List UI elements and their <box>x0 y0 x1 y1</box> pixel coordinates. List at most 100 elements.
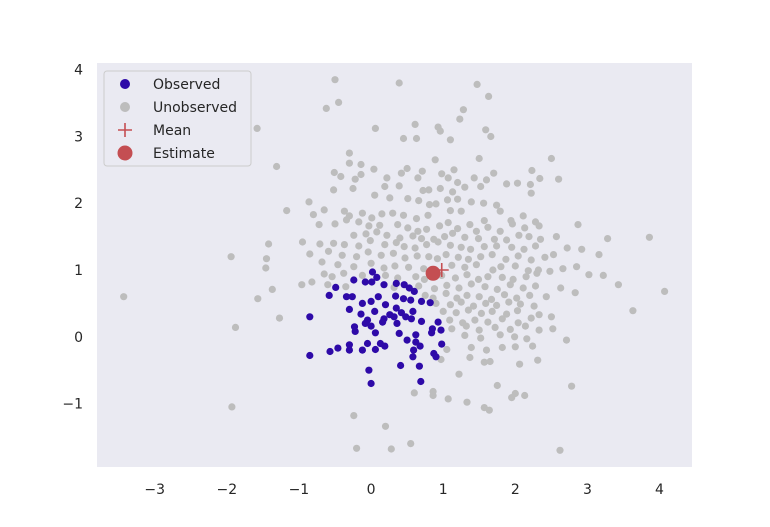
unobserved-point <box>420 275 428 283</box>
unobserved-point <box>410 389 418 397</box>
unobserved-point <box>604 235 612 243</box>
unobserved-point <box>401 254 409 262</box>
unobserved-point <box>324 247 333 255</box>
unobserved-point <box>420 265 428 273</box>
unobserved-point <box>529 342 537 350</box>
unobserved-point <box>417 235 426 243</box>
unobserved-point <box>484 223 492 231</box>
unobserved-point <box>404 195 412 203</box>
unobserved-point <box>523 335 531 343</box>
unobserved-point <box>454 225 462 233</box>
x-tick-label: −3 <box>144 482 165 498</box>
unobserved-point <box>432 299 440 307</box>
unobserved-point <box>455 370 463 378</box>
unobserved-point <box>350 263 358 271</box>
unobserved-point <box>381 422 390 430</box>
unobserved-point <box>265 240 273 248</box>
observed-point <box>409 353 417 361</box>
observed-point <box>412 331 420 339</box>
unobserved-point <box>475 154 483 163</box>
observed-point <box>325 291 333 299</box>
observed-point <box>368 268 377 276</box>
unobserved-point <box>370 165 378 173</box>
unobserved-point <box>477 309 485 317</box>
unobserved-point <box>443 196 452 204</box>
unobserved-point <box>519 212 527 220</box>
unobserved-point <box>450 166 458 174</box>
unobserved-point <box>436 127 444 135</box>
unobserved-point <box>446 301 454 309</box>
unobserved-point <box>275 314 284 322</box>
observed-point <box>332 283 340 291</box>
unobserved-point <box>493 201 501 209</box>
unobserved-point <box>423 225 431 233</box>
observed-point <box>371 307 379 315</box>
unobserved-point <box>464 306 472 314</box>
unobserved-point <box>493 381 501 390</box>
observed-point <box>399 295 408 303</box>
unobserved-point <box>389 209 397 217</box>
observed-point <box>350 276 358 284</box>
unobserved-point <box>355 242 363 250</box>
unobserved-point <box>443 345 451 354</box>
unobserved-point <box>496 207 504 215</box>
unobserved-point <box>457 298 465 306</box>
observed-point <box>402 313 410 321</box>
unobserved-point <box>535 311 543 319</box>
unobserved-point <box>376 221 384 229</box>
unobserved-point <box>506 325 514 333</box>
unobserved-point <box>430 285 439 293</box>
unobserved-point <box>661 287 669 295</box>
y-tick-label: 4 <box>74 63 83 79</box>
unobserved-point <box>444 219 452 227</box>
unobserved-point <box>340 269 348 277</box>
unobserved-point <box>345 159 353 167</box>
legend-mean-marker <box>118 123 132 137</box>
unobserved-point <box>366 237 374 245</box>
unobserved-point <box>441 233 449 241</box>
unobserved-point <box>351 175 359 183</box>
unobserved-point <box>462 322 470 330</box>
unobserved-point <box>306 250 314 258</box>
unobserved-point <box>645 233 654 241</box>
unobserved-point <box>516 360 524 368</box>
unobserved-point <box>381 241 389 249</box>
unobserved-point <box>434 238 442 246</box>
observed-point <box>358 346 366 354</box>
unobserved-point <box>509 275 517 283</box>
observed-point <box>392 279 400 287</box>
unobserved-point <box>403 164 411 173</box>
unobserved-point <box>423 241 431 249</box>
observed-point <box>407 296 415 304</box>
unobserved-point <box>330 239 338 247</box>
unobserved-point <box>490 169 498 177</box>
unobserved-point <box>521 322 530 330</box>
observed-point <box>410 287 418 295</box>
unobserved-point <box>559 265 567 273</box>
unobserved-point <box>467 245 475 253</box>
y-tick-label: −1 <box>62 397 83 413</box>
unobserved-point <box>383 231 391 239</box>
observed-point <box>390 313 398 321</box>
unobserved-point <box>400 243 408 251</box>
unobserved-point <box>473 80 481 88</box>
observed-point <box>417 317 426 325</box>
unobserved-point <box>502 255 510 263</box>
legend-estimate-marker <box>117 145 133 161</box>
unobserved-point <box>573 263 581 271</box>
unobserved-point <box>438 170 446 178</box>
unobserved-point <box>475 326 483 334</box>
unobserved-point <box>489 266 497 274</box>
legend-estimate-label: Estimate <box>153 146 215 162</box>
observed-point <box>361 278 369 286</box>
unobserved-point <box>357 170 365 179</box>
observed-point <box>365 366 373 374</box>
observed-point <box>393 319 401 327</box>
unobserved-point <box>547 154 556 163</box>
unobserved-point <box>367 259 375 267</box>
unobserved-point <box>415 197 423 205</box>
observed-point <box>400 281 408 289</box>
unobserved-point <box>526 291 534 299</box>
unobserved-point <box>320 270 328 278</box>
unobserved-point <box>397 169 405 177</box>
